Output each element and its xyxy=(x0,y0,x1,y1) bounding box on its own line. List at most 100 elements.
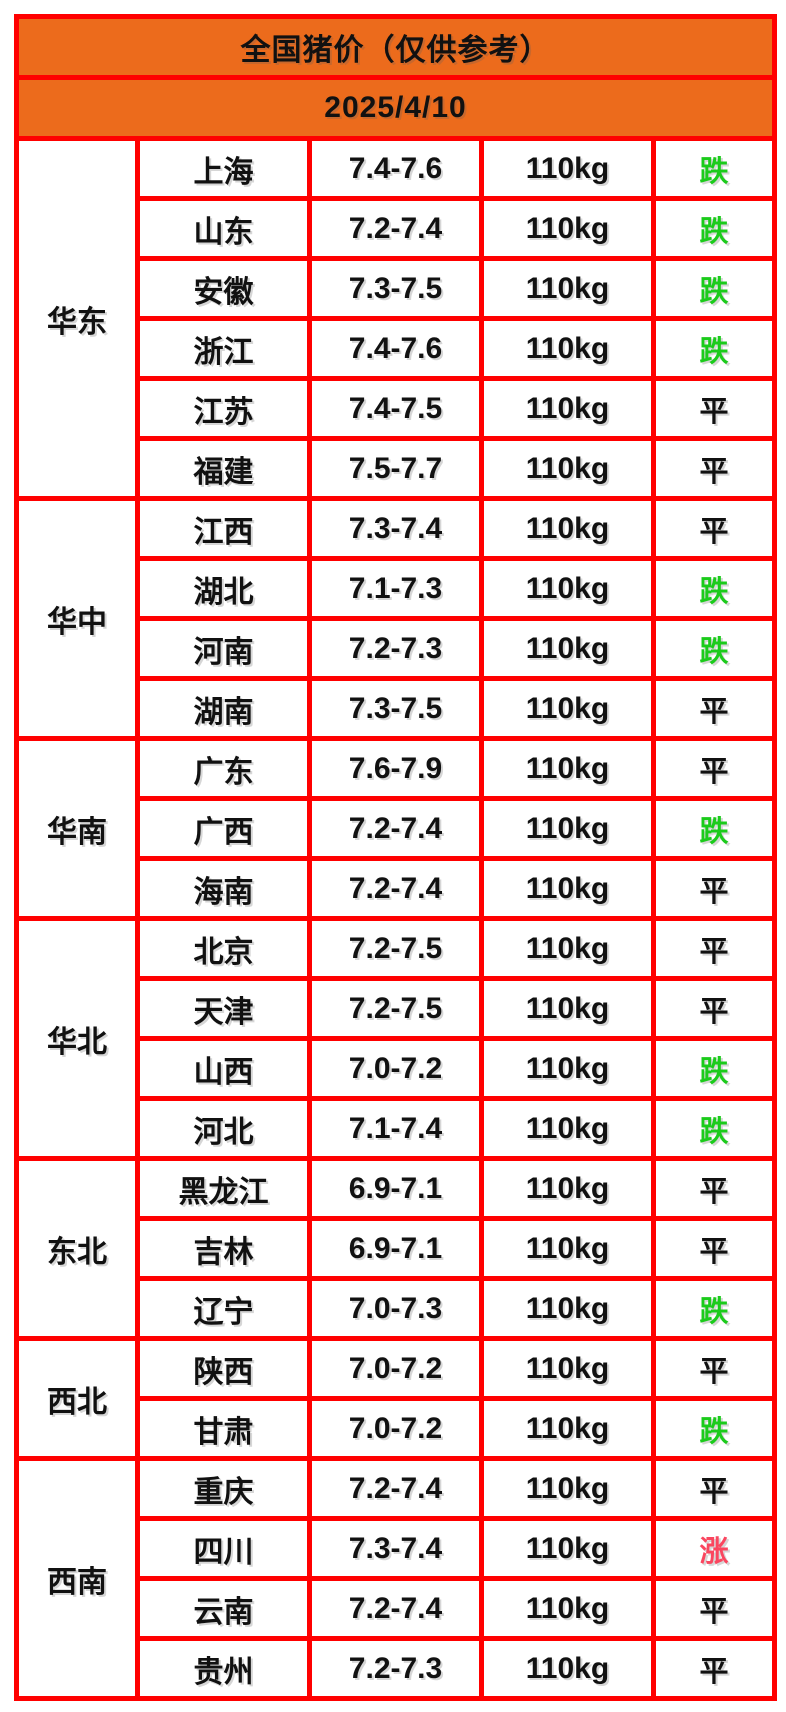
province-cell: 广东 xyxy=(135,736,312,801)
region-cell: 华东 xyxy=(14,136,140,501)
province-cell: 陕西 xyxy=(135,1336,312,1401)
province-cell: 贵州 xyxy=(135,1636,312,1701)
status-cell: 跌 xyxy=(651,256,777,321)
weight-cell: 110kg xyxy=(479,736,656,801)
table-row: 广西 7.2-7.4 110kg 跌 xyxy=(17,796,777,861)
weight-cell: 110kg xyxy=(479,856,656,921)
weight-cell: 110kg xyxy=(479,196,656,261)
table-row: 山西 7.0-7.2 110kg 跌 xyxy=(17,1036,777,1101)
price-cell: 7.0-7.2 xyxy=(307,1336,484,1401)
status-cell: 平 xyxy=(651,736,777,801)
price-cell: 7.4-7.6 xyxy=(307,136,484,201)
weight-cell: 110kg xyxy=(479,1576,656,1641)
table-row: 甘肃 7.0-7.2 110kg 跌 xyxy=(17,1396,777,1461)
price-cell: 7.1-7.4 xyxy=(307,1096,484,1161)
price-cell: 7.2-7.5 xyxy=(307,976,484,1041)
province-cell: 广西 xyxy=(135,796,312,861)
price-cell: 7.3-7.5 xyxy=(307,676,484,741)
weight-cell: 110kg xyxy=(479,316,656,381)
province-cell: 北京 xyxy=(135,916,312,981)
table-row: 山东 7.2-7.4 110kg 跌 xyxy=(17,196,777,261)
region-cell: 西北 xyxy=(14,1336,140,1461)
price-cell: 7.2-7.3 xyxy=(307,616,484,681)
status-cell: 跌 xyxy=(651,796,777,861)
status-cell: 跌 xyxy=(651,1096,777,1161)
price-cell: 7.3-7.4 xyxy=(307,496,484,561)
table-title: 全国猪价（仅供参考） xyxy=(14,14,777,80)
status-cell: 平 xyxy=(651,856,777,921)
province-cell: 河南 xyxy=(135,616,312,681)
province-cell: 山西 xyxy=(135,1036,312,1101)
province-cell: 湖南 xyxy=(135,676,312,741)
region-cell: 东北 xyxy=(14,1156,140,1341)
weight-cell: 110kg xyxy=(479,556,656,621)
status-cell: 平 xyxy=(651,496,777,561)
table-row: 华南 广东 7.6-7.9 110kg 平 xyxy=(14,736,777,921)
table-row: 河北 7.1-7.4 110kg 跌 xyxy=(17,1096,777,1161)
province-cell: 湖北 xyxy=(135,556,312,621)
status-cell: 跌 xyxy=(651,1036,777,1101)
status-cell: 平 xyxy=(651,1336,777,1401)
province-cell: 河北 xyxy=(135,1096,312,1161)
province-cell: 重庆 xyxy=(135,1456,312,1521)
status-cell: 平 xyxy=(651,976,777,1041)
table-row: 华东 上海 7.4-7.6 110kg 跌 xyxy=(14,136,777,501)
weight-cell: 110kg xyxy=(479,1276,656,1341)
table-row: 海南 7.2-7.4 110kg 平 xyxy=(17,856,777,921)
province-cell: 云南 xyxy=(135,1576,312,1641)
price-cell: 7.2-7.5 xyxy=(307,916,484,981)
status-cell: 平 xyxy=(651,1636,777,1701)
price-cell: 7.3-7.4 xyxy=(307,1516,484,1581)
weight-cell: 110kg xyxy=(479,1036,656,1101)
province-cell: 甘肃 xyxy=(135,1396,312,1461)
status-cell: 跌 xyxy=(651,616,777,681)
region-cell: 华北 xyxy=(14,916,140,1161)
table-date: 2025/4/10 xyxy=(14,75,777,141)
weight-cell: 110kg xyxy=(479,1336,656,1401)
table-row: 西北 陕西 7.0-7.2 110kg 平 xyxy=(14,1336,777,1461)
status-cell: 平 xyxy=(651,1456,777,1521)
table-row: 东北 黑龙江 6.9-7.1 110kg 平 xyxy=(14,1156,777,1341)
province-cell: 福建 xyxy=(135,436,312,501)
table-row: 四川 7.3-7.4 110kg 涨 xyxy=(17,1516,777,1581)
table-row: 辽宁 7.0-7.3 110kg 跌 xyxy=(17,1276,777,1341)
price-cell: 7.4-7.6 xyxy=(307,316,484,381)
table-row: 浙江 7.4-7.6 110kg 跌 xyxy=(17,316,777,381)
province-cell: 天津 xyxy=(135,976,312,1041)
weight-cell: 110kg xyxy=(479,496,656,561)
weight-cell: 110kg xyxy=(479,796,656,861)
table-row: 安徽 7.3-7.5 110kg 跌 xyxy=(17,256,777,321)
weight-cell: 110kg xyxy=(479,916,656,981)
province-cell: 江苏 xyxy=(135,376,312,441)
price-cell: 7.4-7.5 xyxy=(307,376,484,441)
status-cell: 跌 xyxy=(651,316,777,381)
price-cell: 7.0-7.3 xyxy=(307,1276,484,1341)
region-cell: 华中 xyxy=(14,496,140,741)
province-cell: 浙江 xyxy=(135,316,312,381)
status-cell: 涨 xyxy=(651,1516,777,1581)
price-cell: 7.0-7.2 xyxy=(307,1396,484,1461)
region-cell: 西南 xyxy=(14,1456,140,1701)
province-cell: 山东 xyxy=(135,196,312,261)
price-cell: 7.2-7.4 xyxy=(307,856,484,921)
table-row: 贵州 7.2-7.3 110kg 平 xyxy=(17,1636,777,1701)
price-cell: 7.5-7.7 xyxy=(307,436,484,501)
price-cell: 7.0-7.2 xyxy=(307,1036,484,1101)
weight-cell: 110kg xyxy=(479,436,656,501)
status-cell: 平 xyxy=(651,1156,777,1221)
weight-cell: 110kg xyxy=(479,1096,656,1161)
status-cell: 平 xyxy=(651,436,777,501)
weight-cell: 110kg xyxy=(479,376,656,441)
table-row: 湖北 7.1-7.3 110kg 跌 xyxy=(17,556,777,621)
date-row: 2025/4/10 xyxy=(14,75,777,141)
weight-cell: 110kg xyxy=(479,1636,656,1701)
weight-cell: 110kg xyxy=(479,1516,656,1581)
status-cell: 跌 xyxy=(651,556,777,621)
weight-cell: 110kg xyxy=(479,256,656,321)
table-row: 西南 重庆 7.2-7.4 110kg 平 xyxy=(14,1456,777,1701)
price-cell: 7.2-7.4 xyxy=(307,196,484,261)
table-row: 天津 7.2-7.5 110kg 平 xyxy=(17,976,777,1041)
table-row: 湖南 7.3-7.5 110kg 平 xyxy=(17,676,777,741)
weight-cell: 110kg xyxy=(479,1156,656,1221)
